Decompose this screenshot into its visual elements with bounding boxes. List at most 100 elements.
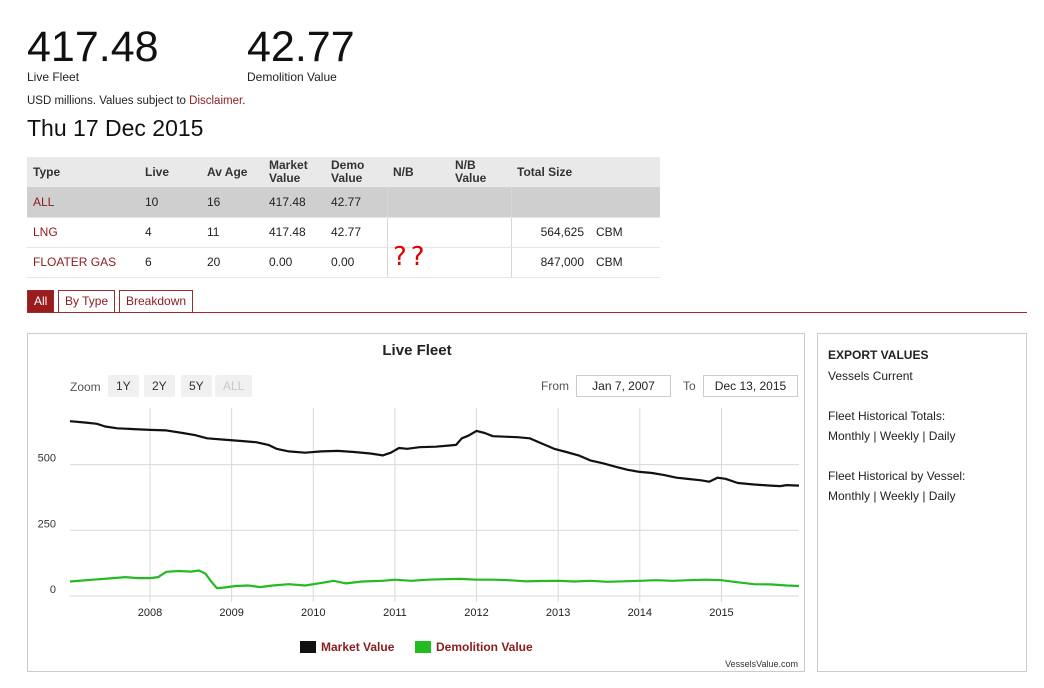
fleet-summary-table: Type Live Av Age Market Value Demo Value N…: [27, 157, 660, 278]
live-fleet-chart-panel: Zoom 1Y 2Y 5Y ALL From To Live Fleet 0 250…: [27, 333, 805, 672]
x-tick-label: 2012: [464, 607, 488, 619]
report-date: Thu 17 Dec 2015: [27, 115, 204, 141]
cell-live: 6: [139, 247, 201, 278]
to-date-input[interactable]: [703, 375, 798, 397]
zoom-all-button[interactable]: ALL: [215, 375, 253, 397]
col-header-live: Live: [139, 157, 201, 187]
legend-label: Market Value: [321, 640, 395, 654]
cell-total-size: 847,000: [510, 247, 596, 278]
totals-monthly-link[interactable]: Monthly: [828, 429, 871, 443]
zoom-5y-button[interactable]: 5Y: [181, 375, 212, 397]
series-line-demolition-value: [69, 569, 800, 590]
type-link[interactable]: FLOATER GAS: [33, 255, 117, 269]
zoom-2y-button[interactable]: 2Y: [144, 375, 175, 397]
tab-breakdown[interactable]: Breakdown: [119, 290, 194, 313]
to-label: To: [683, 379, 696, 393]
separator: |: [873, 489, 877, 503]
cell-demo-value: 42.77: [325, 217, 387, 248]
historical-vessel-label: Fleet Historical by Vessel:: [828, 469, 966, 483]
cell-live: 4: [139, 217, 201, 248]
cell-total-size: [510, 187, 596, 218]
historical-totals-links: Monthly | Weekly | Daily: [828, 426, 1016, 446]
vessels-current-link[interactable]: Vessels Current: [828, 369, 913, 383]
units-note-text: USD millions. Values subject to: [27, 95, 190, 107]
x-tick-label: 2010: [301, 607, 325, 619]
cell-av-age: 16: [201, 187, 263, 218]
y-tick-label: 500: [38, 453, 56, 465]
x-tick-label: 2014: [628, 607, 652, 619]
cell-nb: [386, 217, 449, 248]
vessel-weekly-link[interactable]: Weekly: [879, 489, 919, 503]
x-tick-label: 2015: [709, 607, 733, 619]
tab-all[interactable]: All: [27, 290, 55, 313]
col-header-type: Type: [27, 157, 139, 187]
cell-type: LNG: [27, 217, 139, 248]
cell-unit: [596, 187, 660, 218]
disclaimer-link[interactable]: Disclaimer: [189, 95, 243, 107]
cell-nb-value: [449, 247, 511, 278]
cell-demo-value: 42.77: [325, 187, 387, 218]
live-fleet-label: Live Fleet: [27, 70, 80, 84]
from-label: From: [541, 379, 569, 393]
legend-swatch-demolition-value: [415, 641, 431, 653]
table-body: ALL 10 16 417.48 42.77 LNG 4 11 417.48 42.77 564,6…: [27, 187, 660, 278]
cell-type: ALL: [27, 187, 139, 218]
totals-weekly-link[interactable]: Weekly: [879, 429, 919, 443]
totals-daily-link[interactable]: Daily: [928, 429, 956, 443]
cell-unit: CBM: [596, 217, 660, 248]
vessel-monthly-link[interactable]: Monthly: [828, 489, 871, 503]
live-fleet-stat: 417.48 Live Fleet: [27, 24, 159, 84]
col-header-nb: N/B: [387, 157, 449, 187]
demolition-stat: 42.77 Demolition Value: [247, 24, 355, 84]
tab-by-type[interactable]: By Type: [58, 290, 116, 313]
col-header-market-value: Market Value: [263, 157, 325, 187]
cell-market-value: 0.00: [263, 247, 325, 278]
cell-live: 10: [139, 187, 201, 218]
cell-unit: CBM: [596, 247, 660, 278]
cell-av-age: 20: [201, 247, 263, 278]
col-header-av-age: Av Age: [201, 157, 263, 187]
series-line-market-value: [69, 420, 800, 488]
units-note: USD millions. Values subject to Disclaim…: [27, 95, 245, 107]
cell-market-value: 417.48: [263, 217, 325, 248]
chart-title: Live Fleet: [382, 342, 451, 359]
zoom-1y-button[interactable]: 1Y: [108, 375, 139, 397]
y-tick-label: 250: [38, 518, 56, 530]
cell-nb: [386, 187, 449, 218]
question-marks-annotation: ??: [393, 242, 429, 272]
x-tick-label: 2011: [383, 607, 407, 619]
table-row[interactable]: LNG 4 11 417.48 42.77 564,625 CBM: [27, 217, 660, 248]
vessel-daily-link[interactable]: Daily: [928, 489, 956, 503]
cell-nb-value: [449, 217, 511, 248]
x-tick-label: 2013: [546, 607, 570, 619]
cell-av-age: 11: [201, 217, 263, 248]
col-header-unit: [596, 157, 660, 187]
legend-swatch-market-value: [300, 641, 316, 653]
cell-nb: [386, 247, 449, 278]
legend-label: Demolition Value: [436, 640, 533, 654]
chart-credit: VesselsValue.com: [725, 659, 798, 669]
y-tick-label: 0: [50, 584, 56, 596]
cell-demo-value: 0.00: [325, 247, 387, 278]
units-note-end: .: [242, 95, 246, 107]
separator: |: [873, 429, 877, 443]
from-date-input[interactable]: [576, 375, 671, 397]
separator: |: [922, 429, 926, 443]
tab-divider: [27, 312, 1027, 313]
historical-totals-label: Fleet Historical Totals:: [828, 409, 946, 423]
table-row[interactable]: FLOATER GAS 6 20 0.00 0.00 847,000 CBM: [27, 247, 660, 278]
type-link[interactable]: ALL: [33, 194, 55, 209]
zoom-label: Zoom: [70, 380, 101, 394]
table-header-row: Type Live Av Age Market Value Demo Value N…: [27, 157, 660, 187]
cell-nb-value: [449, 187, 511, 218]
live-fleet-chart: Live Fleet 0 250 500 2008 2009 2010 2011 2012 201…: [38, 342, 800, 669]
col-header-demo-value: Demo Value: [325, 157, 387, 187]
live-fleet-value: 417.48: [27, 23, 159, 71]
type-link[interactable]: LNG: [33, 225, 58, 239]
x-tick-label: 2008: [138, 607, 162, 619]
cell-market-value: 417.48: [263, 187, 325, 218]
table-row[interactable]: ALL 10 16 417.48 42.77: [27, 187, 660, 218]
cell-type: FLOATER GAS: [27, 247, 139, 278]
historical-vessel-links: Monthly | Weekly | Daily: [828, 486, 1016, 506]
export-values-panel: EXPORT VALUES Vessels Current Fleet Hist…: [817, 333, 1027, 672]
